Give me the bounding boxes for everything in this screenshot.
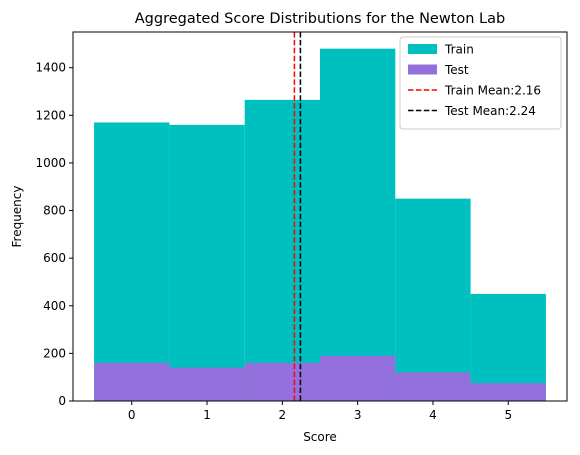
x-axis-title: Score: [303, 430, 337, 444]
series-train: [94, 48, 546, 402]
y-tick-label: 1000: [35, 156, 66, 170]
train-bar: [395, 198, 471, 401]
y-tick-label: 1200: [35, 108, 66, 122]
train-bar: [169, 124, 245, 401]
train-bar: [94, 122, 170, 402]
x-tick-label: 3: [354, 408, 362, 422]
legend-item: Train Mean:2.16: [408, 84, 541, 98]
test-bar: [320, 355, 396, 401]
y-tick-label: 600: [43, 251, 66, 265]
y-tick-label: 1400: [35, 61, 66, 75]
bars-layer: [94, 48, 546, 402]
y-tick-label: 200: [43, 346, 66, 360]
legend: Train Test Train Mean:2.16 Test Mean:2.24: [399, 36, 562, 130]
train-bar: [470, 293, 546, 401]
x-tick-label: 4: [429, 408, 437, 422]
y-tick-label: 800: [43, 204, 66, 218]
train-bar: [320, 48, 396, 401]
y-axis-title: Frequency: [10, 186, 24, 248]
legend-box: [399, 36, 562, 130]
chart-title: Aggregated Score Distributions for the N…: [135, 11, 505, 27]
plot-frame: [72, 31, 568, 402]
x-tick-label: 0: [128, 408, 136, 422]
legend-swatch: [408, 44, 437, 54]
x-tick-label: 2: [279, 408, 287, 422]
legend-label: Test: [444, 63, 469, 77]
mean-lines-layer: [293, 32, 302, 401]
legend-label: Train Mean:2.16: [444, 84, 541, 98]
legend-item: Train: [408, 43, 474, 57]
legend-swatch: [408, 64, 437, 75]
series-test: [94, 355, 546, 401]
y-tick-label: 400: [43, 299, 66, 313]
legend-label: Test Mean:2.24: [444, 104, 536, 118]
test-bar: [94, 362, 170, 401]
x-tick-label: 1: [203, 408, 211, 422]
y-tick-label: 0: [58, 394, 66, 408]
y-axis-ticks: 0 200 400 600 800 1000 1200 1400: [35, 61, 73, 408]
test-bar: [470, 383, 546, 401]
legend-item: Test Mean:2.24: [408, 104, 536, 118]
x-tick-label: 5: [504, 408, 512, 422]
test-bar: [169, 367, 245, 401]
train-bar: [244, 99, 320, 401]
legend-item: Test: [408, 63, 469, 77]
x-axis-ticks: 0 1 2 3 4 5: [128, 401, 512, 422]
test-bar: [395, 372, 471, 401]
test-bar: [244, 362, 320, 401]
legend-label: Train: [444, 43, 474, 57]
